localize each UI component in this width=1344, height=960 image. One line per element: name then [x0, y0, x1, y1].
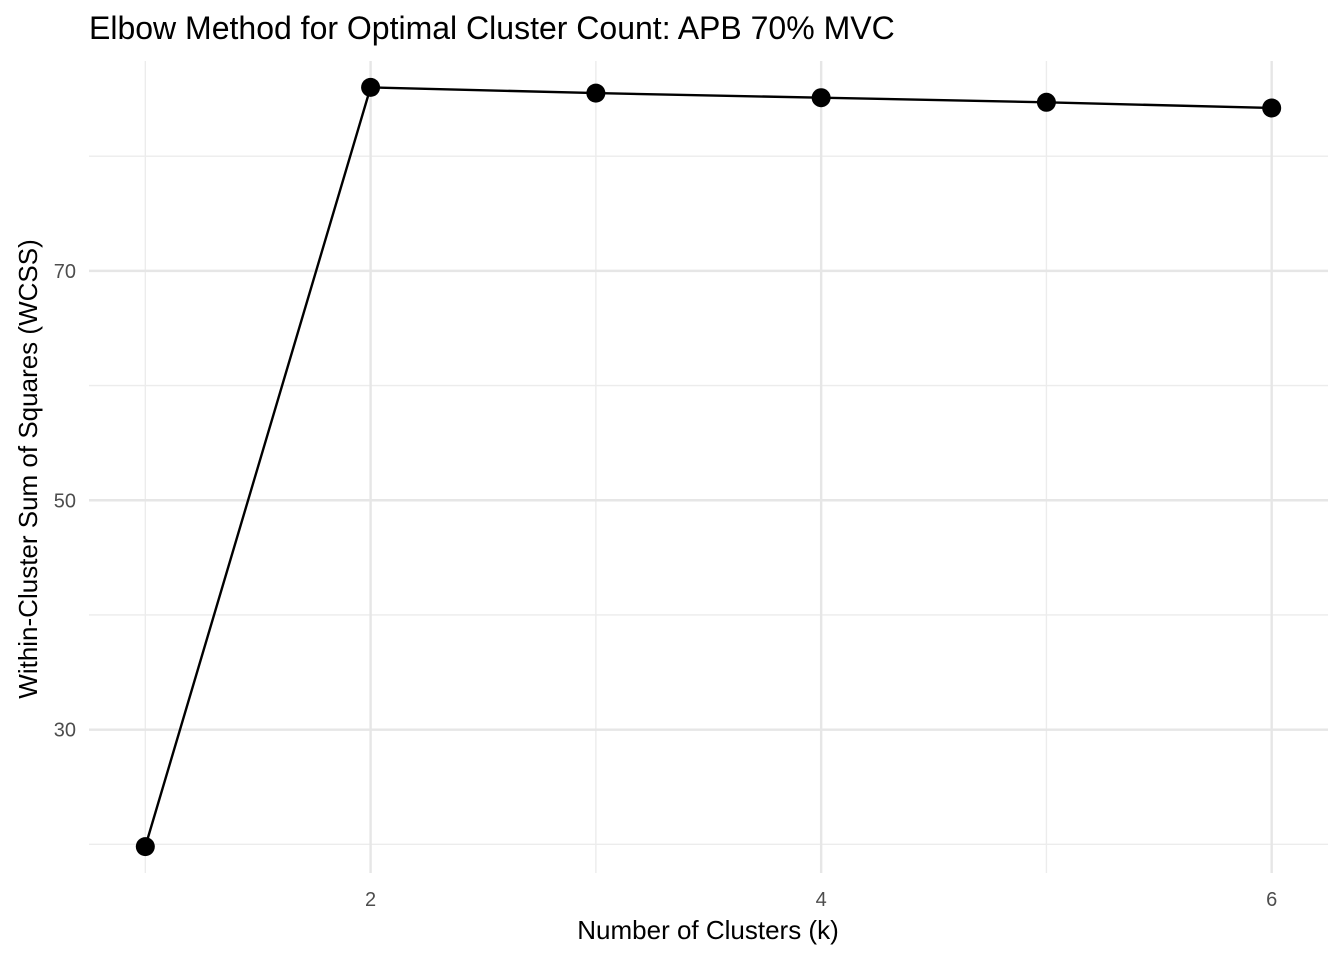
data-point [361, 77, 381, 97]
data-points [135, 77, 1282, 857]
data-point [811, 88, 831, 108]
series-layer [144, 86, 1272, 847]
y-tick-label: 70 [54, 261, 76, 283]
data-point [586, 83, 606, 103]
y-tick-label: 50 [54, 490, 76, 512]
x-tick-label: 6 [1266, 889, 1277, 911]
data-point [135, 837, 155, 857]
chart-title: Elbow Method for Optimal Cluster Count: … [89, 10, 895, 46]
x-tick-label: 2 [365, 889, 376, 911]
y-tick-label: 30 [54, 720, 76, 742]
data-point [1262, 98, 1282, 118]
minor-gridlines [89, 61, 1328, 873]
y-axis-label: Within-Cluster Sum of Squares (WCSS) [13, 239, 43, 698]
x-axis-tick-labels: 2 4 6 [365, 889, 1277, 911]
wcss-line [144, 86, 1272, 847]
x-tick-label: 4 [816, 889, 827, 911]
y-axis-tick-labels: 30 50 70 [54, 261, 76, 742]
major-gridlines [89, 61, 1328, 873]
x-axis-label: Number of Clusters (k) [577, 915, 839, 945]
data-point [1036, 92, 1056, 112]
